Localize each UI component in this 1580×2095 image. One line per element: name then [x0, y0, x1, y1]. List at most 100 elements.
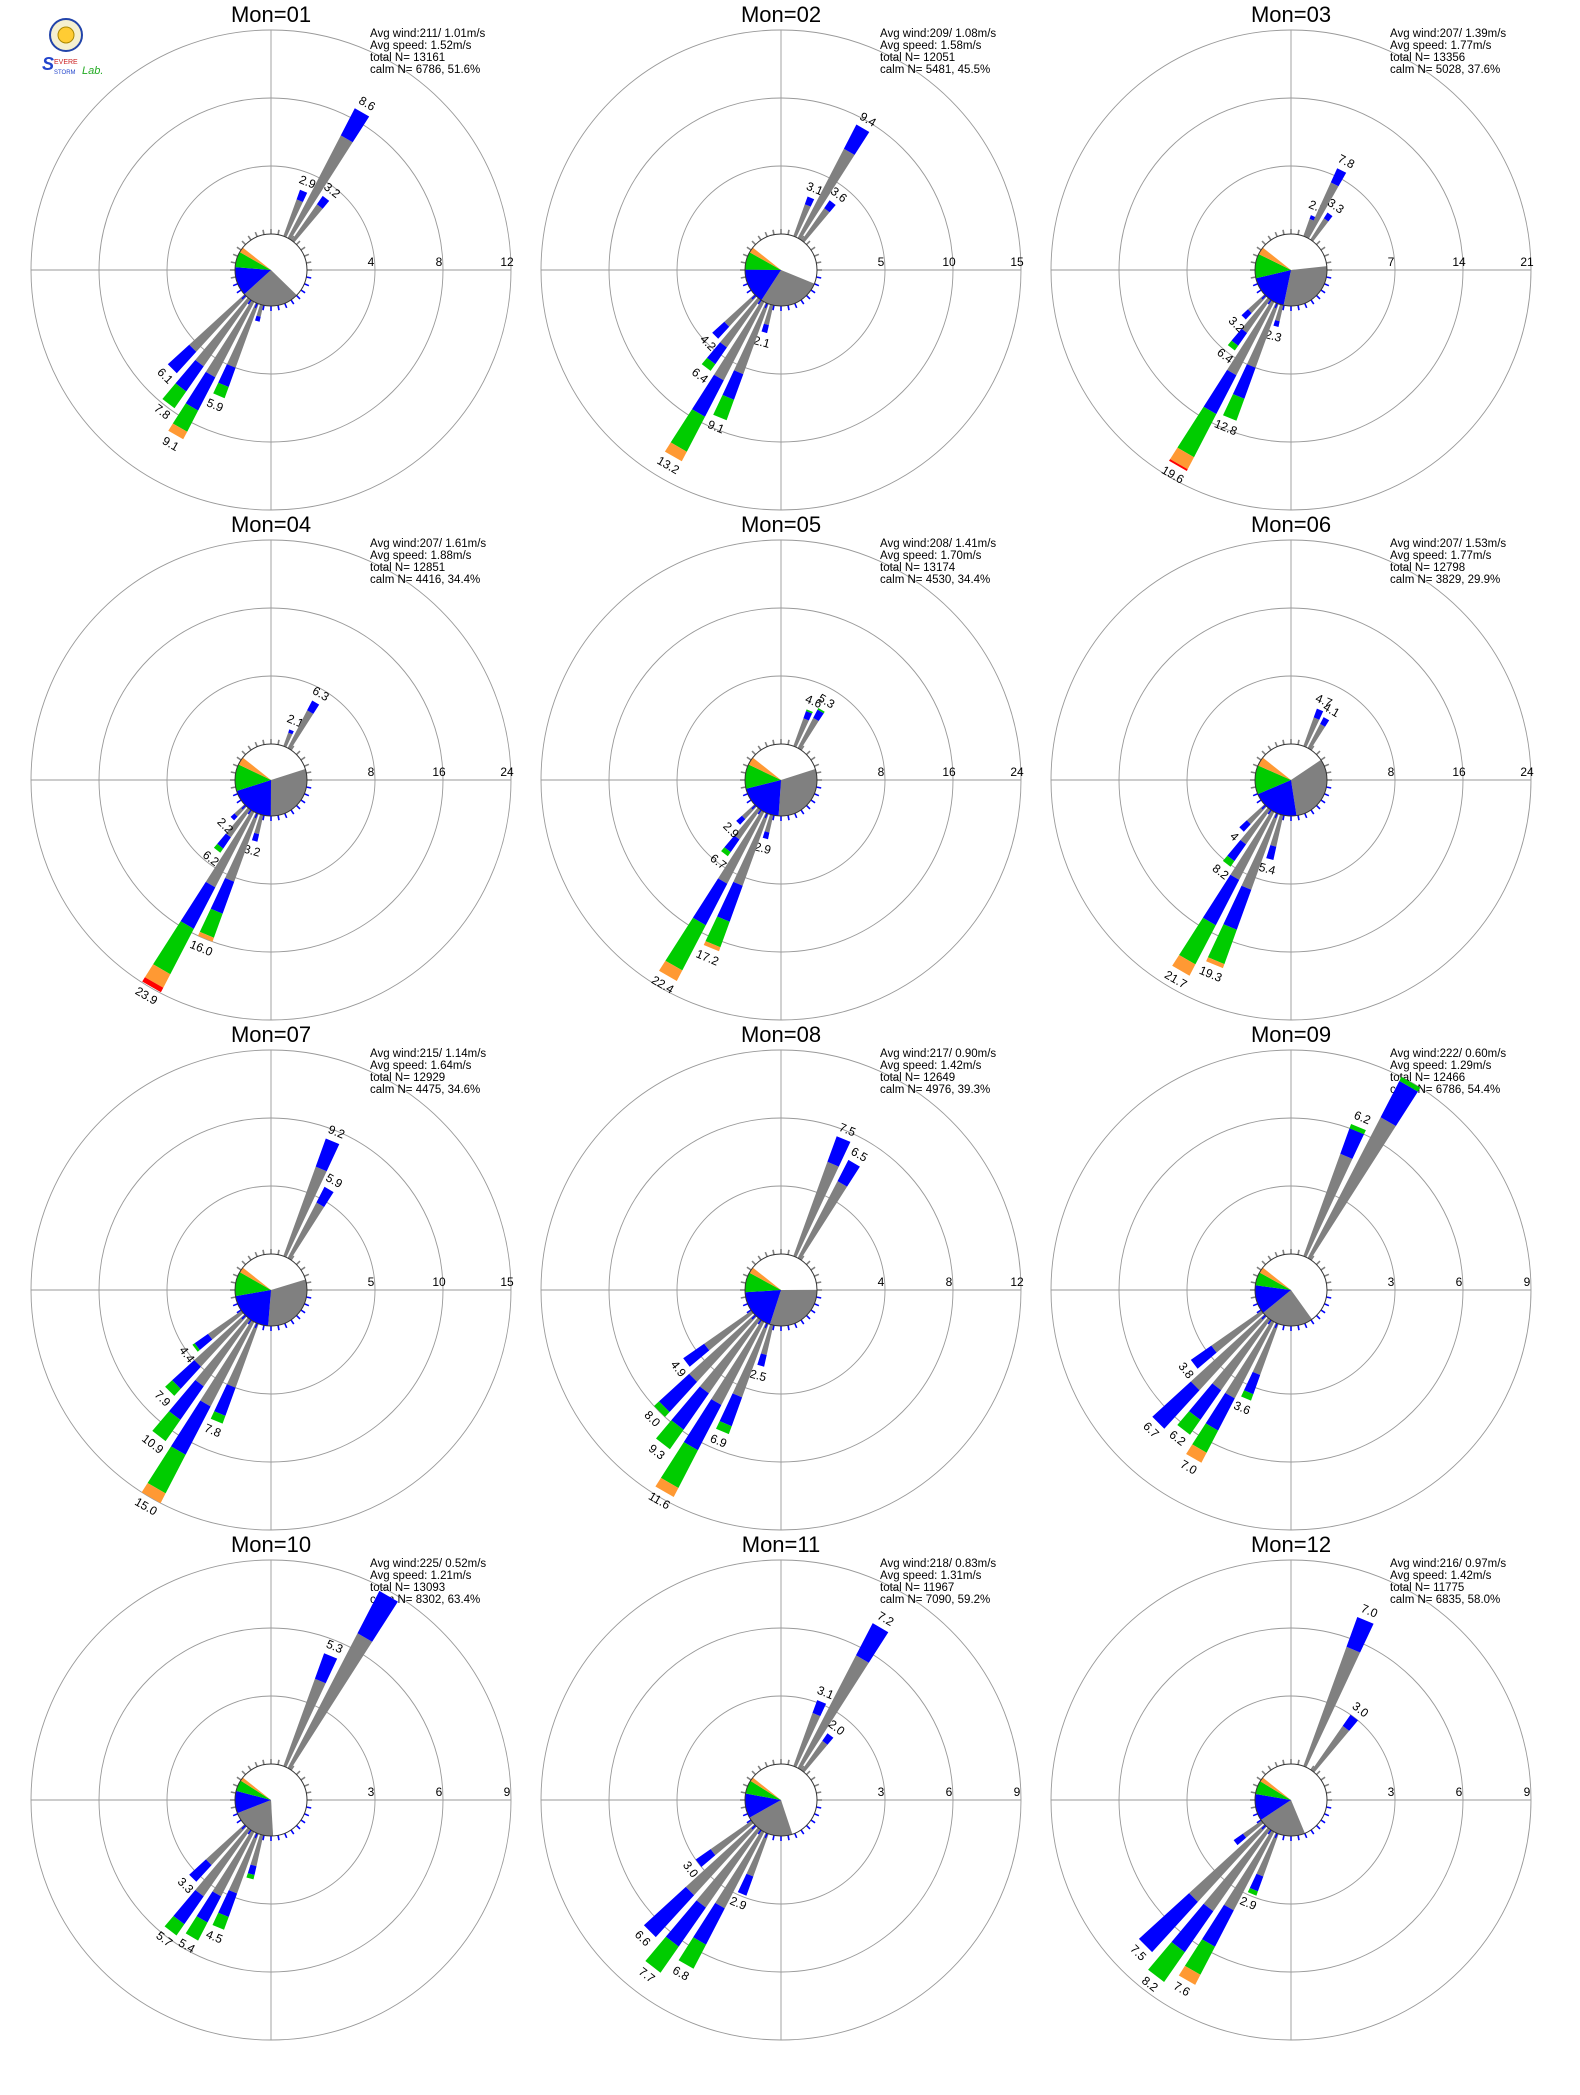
logo-mark-severe-rest: EVERE — [54, 59, 78, 66]
minor-petal — [262, 1325, 265, 1331]
calm-pie-slice — [235, 252, 271, 270]
minor-petal — [1261, 240, 1267, 246]
calm-pie-slice — [1255, 1272, 1291, 1290]
minor-petal — [1282, 1759, 1285, 1765]
stats-line: Avg wind:208/ 1.41m/s — [880, 538, 996, 550]
petal-segment — [1203, 369, 1237, 415]
minor-petal — [232, 253, 239, 257]
minor-petal — [1252, 1783, 1259, 1787]
minor-petal — [805, 1770, 811, 1776]
petal: 7.6 — [1171, 1830, 1275, 1999]
petal: 9.2 — [283, 1122, 347, 1258]
calm-pie-slice — [1259, 1267, 1291, 1290]
minor-petal — [740, 276, 746, 279]
minor-petal — [247, 1319, 252, 1325]
minor-petal — [810, 756, 816, 761]
minor-petal — [295, 750, 301, 756]
minor-petal — [751, 1314, 757, 1320]
minor-petal — [1304, 1251, 1308, 1258]
petal-segment — [804, 196, 815, 207]
calm-pie — [234, 233, 308, 307]
minor-petal — [772, 1759, 775, 1765]
petal-segment — [1189, 1383, 1222, 1420]
minor-petal — [1323, 1783, 1330, 1787]
ring-tick-label: 3 — [878, 1785, 885, 1799]
minor-petal — [1320, 799, 1326, 804]
minor-petal — [1297, 815, 1300, 821]
minor-petal — [816, 771, 822, 774]
minor-petal — [1320, 289, 1326, 294]
ring-tick-label: 6 — [436, 1785, 443, 1799]
minor-petal — [1250, 786, 1256, 789]
petal-segment — [162, 383, 187, 409]
petal-segment — [713, 395, 734, 421]
minor-petal — [1250, 1281, 1256, 1284]
petal-segment — [665, 917, 706, 971]
minor-petal — [751, 1824, 757, 1830]
petal-segment — [173, 1890, 204, 1925]
petal-segment — [213, 382, 229, 399]
ring-tick-label: 10 — [432, 1275, 446, 1289]
minor-petal — [1326, 1296, 1332, 1299]
minor-petal — [262, 1835, 265, 1841]
petal-segment — [1256, 1832, 1279, 1877]
minor-petal — [1326, 1281, 1332, 1284]
petal-value-label: 4.7 — [1314, 691, 1335, 710]
ring-tick-label: 5 — [368, 1275, 375, 1289]
minor-petal — [300, 289, 306, 294]
petal-segment — [704, 1310, 754, 1351]
petal-segment — [683, 1343, 710, 1367]
petal-segment — [205, 810, 255, 888]
minor-petal — [1274, 302, 1278, 309]
petal-segment — [196, 1891, 222, 1923]
minor-petal — [1282, 305, 1285, 311]
minor-petal — [810, 1309, 816, 1314]
calm-pie-slice — [1262, 1253, 1328, 1320]
petal: 6.9 — [708, 1322, 769, 1451]
calm-circle-outline — [1254, 1763, 1328, 1837]
petal-segment — [643, 1886, 695, 1938]
petal: 2.9 — [283, 172, 318, 238]
petal-segment — [1148, 1942, 1185, 1982]
petal-segment — [711, 1320, 765, 1405]
minor-petal — [1310, 235, 1315, 241]
minor-petal — [236, 1776, 242, 1781]
minor-petal — [1256, 1309, 1262, 1314]
minor-petal — [247, 1255, 252, 1261]
minor-petal — [284, 741, 288, 748]
minor-petal — [810, 289, 816, 294]
minor-petal — [1304, 1832, 1308, 1839]
minor-petal — [1250, 771, 1256, 774]
minor-petal — [1282, 1835, 1285, 1841]
petal-segment — [189, 1859, 212, 1882]
petal: 9.4 — [797, 109, 879, 240]
petal-segment — [760, 1324, 774, 1355]
ring-tick-label: 24 — [1520, 765, 1534, 779]
minor-petal — [800, 299, 805, 305]
ring-tick-label: 12 — [1010, 1275, 1024, 1289]
petal-value-label: 4.6 — [803, 692, 824, 711]
minor-petal — [290, 1255, 295, 1261]
petal-segment — [250, 1834, 264, 1867]
calm-pie-slice — [1262, 1763, 1327, 1834]
panel-title: Mon=11 — [742, 1532, 820, 1557]
ring-tick-label: 6 — [1456, 1275, 1463, 1289]
petal-segment — [247, 1864, 257, 1875]
petal-segment — [824, 200, 836, 213]
panel-title: Mon=12 — [1251, 1532, 1331, 1557]
stats-line: calm N= 6786, 51.6% — [370, 64, 480, 76]
minor-petal — [306, 276, 312, 279]
minor-petal — [247, 235, 252, 241]
calm-pie-slice — [745, 252, 781, 270]
petal-segment — [205, 1824, 247, 1866]
minor-petal — [1282, 229, 1285, 235]
minor-petal — [1267, 299, 1272, 305]
petal: 22.4 — [649, 810, 765, 997]
calm-pie-slice — [1254, 765, 1291, 795]
petal-segment — [1232, 364, 1256, 399]
minor-petal — [1252, 1813, 1259, 1817]
calm-pie-slice — [745, 1290, 781, 1325]
minor-petal — [740, 1806, 746, 1809]
